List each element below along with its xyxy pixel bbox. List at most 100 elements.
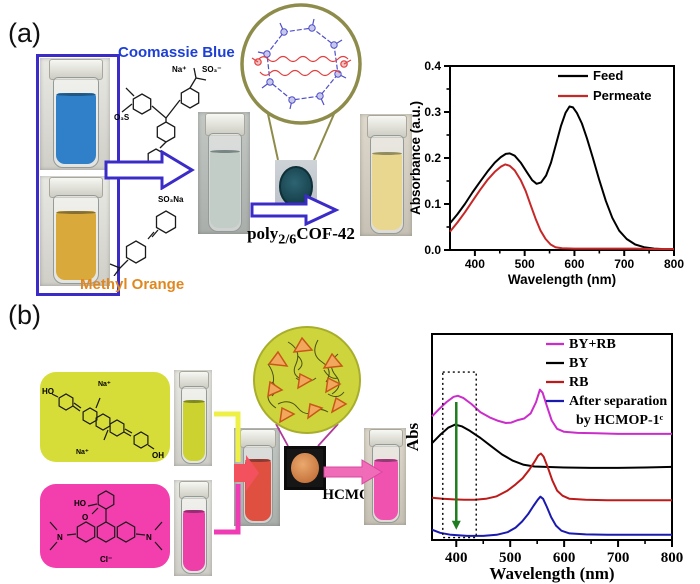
vial-cap — [49, 59, 103, 81]
connector-yellow — [214, 411, 241, 462]
x-tick-label: 600 — [553, 550, 576, 566]
vial-methyl-orange-photo — [40, 176, 110, 286]
connector-magenta — [214, 484, 241, 535]
y-tick-label: 0.3 — [424, 105, 441, 119]
series-Feed — [449, 105, 674, 251]
vial-cap — [369, 428, 403, 448]
y-tick-label: 0.4 — [424, 59, 441, 73]
brilliant-yellow-structure: HO Na⁺ Na⁺ OH — [42, 381, 164, 460]
cof-label-sub: 2/6 — [278, 231, 297, 248]
vial-methyl-orange — [40, 176, 110, 286]
x-axis-label: Wavelength (nm) — [508, 272, 616, 287]
cof-label-pre: poly — [247, 224, 279, 243]
so3-label: SO₃⁻ — [202, 65, 221, 74]
ho-label: HO — [42, 387, 54, 396]
so3na-label: SO₃Na — [158, 195, 184, 204]
x-tick-label: 800 — [664, 257, 684, 271]
vial-cap — [204, 113, 246, 136]
vial-liquid-amber — [56, 210, 96, 281]
vial-feed-mixture — [198, 112, 250, 234]
x-tick-label: 700 — [614, 257, 634, 271]
vial-liquid-blue — [56, 93, 96, 165]
highlight-dashed-box — [442, 371, 477, 539]
vial-glass — [181, 496, 207, 575]
na-plus-top-label: Na⁺ — [98, 381, 111, 388]
legend-label: BY — [569, 356, 588, 371]
hcmop-pellet-photo — [284, 446, 326, 490]
arrow-right-icon — [250, 194, 340, 226]
vial-after-separation-photo — [364, 428, 406, 525]
uvvis-chart-b: 400 500 600 700 800 BY+RB BY RB After separation… — [403, 333, 684, 583]
merge-arrow-icon — [234, 455, 259, 491]
arrow-right-icon — [104, 150, 195, 190]
na-plus-label: Na⁺ — [172, 65, 186, 74]
vial-glass — [371, 444, 400, 524]
vial-cap — [178, 370, 210, 390]
vial-liquid-mixture — [210, 150, 240, 228]
rhodamine-b-structure: HO O N N Cl⁻ — [49, 490, 163, 564]
methyl-orange-label: Methyl Orange — [80, 276, 185, 293]
vial-cap — [178, 480, 210, 500]
vial-coomassie-blue — [40, 58, 110, 170]
n-right-label: N — [146, 533, 152, 542]
y-axis-label: Absorbance (a.u.) — [408, 101, 423, 215]
series-RB — [431, 452, 672, 502]
n-left-label: N — [57, 533, 63, 542]
vial-feed-mixture-photo — [198, 112, 250, 234]
vial-after-separation — [364, 428, 406, 525]
uvvis-chart-a: 400 500 600 700 800 0.0 0.1 0.2 0.3 0.4 Feed Permea… — [408, 59, 684, 287]
cof-membrane-label: poly2/6COF-42 — [234, 224, 368, 248]
plot-frame — [431, 333, 673, 541]
x-tick-label: 400 — [465, 257, 485, 271]
vial-permeate-photo — [360, 114, 412, 236]
legend-label: After separation — [569, 394, 667, 409]
y-tick-label: 0.0 — [424, 243, 441, 257]
vial-liquid-rb — [183, 510, 205, 571]
y-axis-label: Abs — [403, 422, 422, 451]
series-BY — [431, 423, 673, 469]
vial-by-photo — [174, 370, 212, 466]
cl-minus-label: Cl⁻ — [100, 555, 112, 564]
x-tick-label: 800 — [661, 550, 684, 566]
vial-liquid-after — [374, 458, 398, 520]
series-After separation — [431, 495, 672, 537]
hcmop-pellet-disc — [291, 452, 319, 484]
hcmop-magnifier-circle — [253, 326, 361, 447]
arrow-right-icon — [323, 459, 383, 485]
cof-magnifier-circle — [240, 3, 362, 161]
vial-rb-photo — [174, 480, 212, 576]
vial-cap — [366, 115, 408, 138]
methyl-orange-structure: SO₃Na — [109, 195, 184, 276]
x-tick-label: 600 — [564, 257, 584, 271]
vial-glass — [53, 77, 99, 168]
ho-label: HO — [74, 499, 86, 508]
legend-label: Permeate — [593, 88, 652, 103]
x-tick-label: 700 — [607, 550, 630, 566]
panel-b-label: (b) — [8, 300, 41, 330]
mixing-connectors — [214, 411, 259, 535]
o3s-label: O₃S — [114, 113, 130, 122]
vial-glass — [207, 132, 243, 232]
x-axis-label: Wavelength (nm) — [489, 564, 614, 583]
vial-glass — [53, 194, 99, 284]
series-BY+RB — [431, 388, 672, 435]
by-structure-box: HO Na⁺ Na⁺ OH — [40, 372, 170, 462]
vial-glass — [369, 134, 405, 234]
na-plus-bottom-label: Na⁺ — [76, 449, 89, 456]
x-tick-label: 500 — [499, 550, 522, 566]
magnifier-ring-icon — [240, 3, 362, 125]
cof-threading-polymer-red — [251, 55, 352, 77]
vial-cap — [49, 177, 103, 198]
o-label: O — [82, 513, 88, 522]
vial-by — [174, 370, 212, 466]
legend-label: RB — [569, 375, 588, 390]
depletion-arrow-head — [451, 520, 461, 530]
feed-arrow-icon — [104, 150, 195, 190]
panel-a-label: (a) — [8, 18, 41, 48]
coomassie-blue-label: Coomassie Blue — [118, 44, 235, 61]
legend-label: by HCMOP-1ᶜ — [576, 413, 664, 428]
vial-liquid-permeate — [372, 152, 402, 230]
oh-label: OH — [152, 451, 164, 460]
vial-permeate — [360, 114, 412, 236]
